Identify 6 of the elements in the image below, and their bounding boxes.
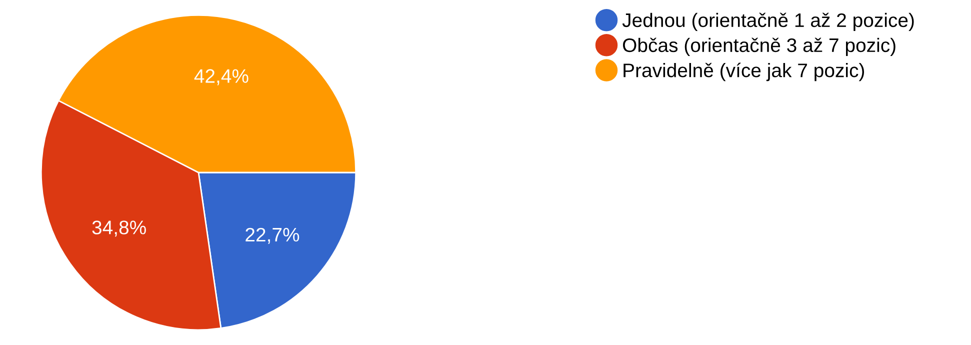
data-label: 42,4% (194, 69, 248, 86)
data-label: 22,7% (246, 228, 300, 244)
data-label: 34,8% (92, 220, 146, 237)
legend-label: Jednou (orientačně 1 až 2 pozice) (622, 12, 914, 31)
legend-label: Pravidelně (více jak 7 pozic) (624, 62, 864, 82)
legend-label: Občas (orientačně 3 až 7 pozic) (622, 38, 896, 56)
